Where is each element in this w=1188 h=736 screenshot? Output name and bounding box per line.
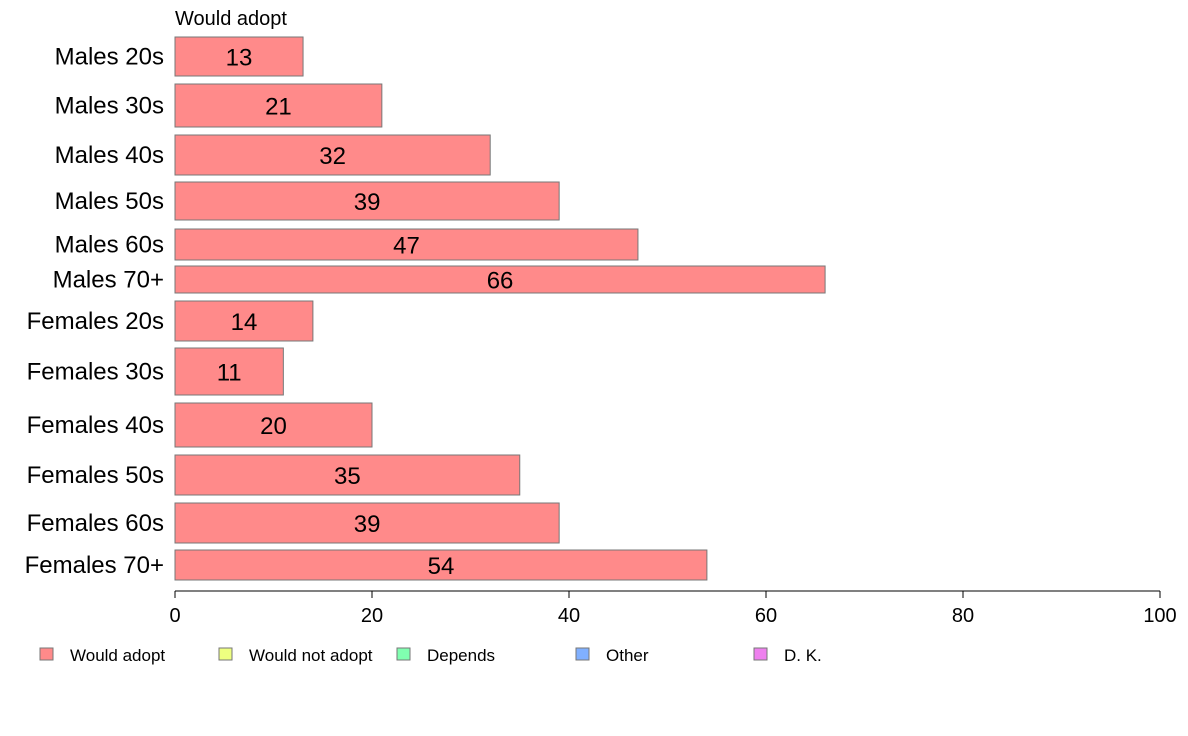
bar-value-label: 14 xyxy=(231,309,258,336)
category-label: Females 20s xyxy=(27,308,164,335)
bars-group xyxy=(174,36,826,581)
category-label: Males 70+ xyxy=(53,267,164,294)
bar xyxy=(174,83,383,128)
bar-value-label: 35 xyxy=(334,463,361,490)
legend-swatch xyxy=(39,647,54,661)
bar-value-label: 13 xyxy=(226,45,253,72)
category-label: Females 30s xyxy=(27,359,164,386)
bar-value-label: 54 xyxy=(428,553,455,580)
legend: Would adopt Would not adopt Depends Other D.… xyxy=(39,646,822,665)
category-label: Females 60s xyxy=(27,510,164,537)
bar xyxy=(174,549,708,581)
x-tick-label: 20 xyxy=(361,605,383,627)
bar xyxy=(174,265,826,294)
value-labels: 13 21 32 39 47 66 14 11 20 35 39 54 xyxy=(217,45,514,581)
bar-value-label: 39 xyxy=(354,511,381,538)
category-label: Males 20s xyxy=(55,44,164,71)
legend-label: Would adopt xyxy=(70,646,165,665)
category-label: Males 40s xyxy=(55,142,164,169)
category-label: Females 70+ xyxy=(25,552,164,579)
bar xyxy=(174,347,284,396)
x-tick-label: 60 xyxy=(755,605,777,627)
x-tick-label: 80 xyxy=(952,605,974,627)
x-tick-label: 100 xyxy=(1143,605,1176,627)
bar xyxy=(174,228,639,261)
x-tick-label: 0 xyxy=(169,605,180,627)
bar-value-label: 11 xyxy=(217,360,242,387)
bar xyxy=(174,134,491,176)
bar xyxy=(174,402,373,448)
category-label: Males 50s xyxy=(55,188,164,215)
bar-value-label: 21 xyxy=(265,94,292,121)
x-tick-label: 40 xyxy=(558,605,580,627)
legend-swatch xyxy=(396,647,411,661)
bar-value-label: 39 xyxy=(354,189,381,216)
category-label: Males 60s xyxy=(55,232,164,259)
bar-value-label: 66 xyxy=(487,268,514,295)
category-label: Females 50s xyxy=(27,462,164,489)
legend-label: Depends xyxy=(427,646,495,665)
legend-swatch xyxy=(753,647,768,661)
bar-value-label: 32 xyxy=(319,143,346,170)
legend-label: D. K. xyxy=(784,646,822,665)
bar xyxy=(174,36,304,77)
bar xyxy=(174,300,314,342)
series-title: Would adopt xyxy=(175,8,287,30)
bar xyxy=(174,181,560,221)
category-label: Females 40s xyxy=(27,412,164,439)
legend-swatch xyxy=(575,647,590,661)
legend-label: Other xyxy=(606,646,649,665)
x-axis: 0 20 40 60 80 100 xyxy=(169,590,1177,627)
legend-swatch xyxy=(218,647,233,661)
bar-value-label: 20 xyxy=(260,413,287,440)
bar xyxy=(174,502,560,544)
bar-value-label: 47 xyxy=(393,233,420,260)
category-label: Males 30s xyxy=(55,93,164,120)
bar xyxy=(174,454,521,496)
legend-label: Would not adopt xyxy=(249,646,373,665)
category-labels: Males 20s Males 30s Males 40s Males 50s Male… xyxy=(25,44,164,580)
